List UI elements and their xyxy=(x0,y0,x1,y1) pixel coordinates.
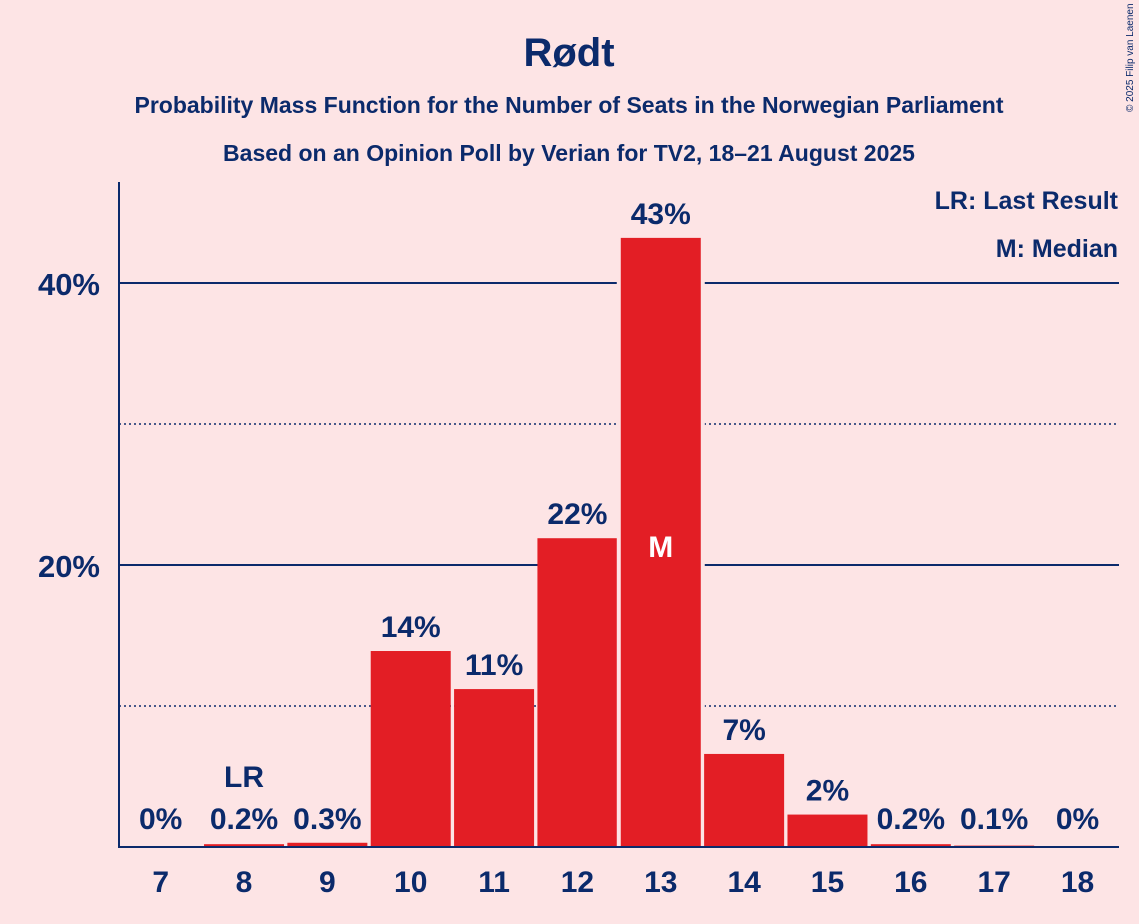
legend-median: M: Median xyxy=(996,235,1118,263)
data-label: 2% xyxy=(806,775,849,808)
x-tick-label: 10 xyxy=(394,866,427,899)
data-label: 0% xyxy=(139,803,182,836)
x-tick-label: 13 xyxy=(644,866,677,899)
last-result-marker: LR xyxy=(224,761,264,794)
x-tick-label: 8 xyxy=(236,866,253,899)
bar-15 xyxy=(787,814,868,847)
bar-9 xyxy=(287,842,368,847)
data-label: 7% xyxy=(722,714,765,747)
chart-subtitle: Probability Mass Function for the Number… xyxy=(134,92,1003,118)
x-tick-label: 17 xyxy=(977,866,1010,899)
bars xyxy=(204,233,1035,847)
y-tick-label: 40% xyxy=(38,267,100,302)
x-tick-label: 15 xyxy=(811,866,844,899)
data-label: 14% xyxy=(381,611,441,644)
x-tick-label: 9 xyxy=(319,866,336,899)
bar-14 xyxy=(704,753,785,847)
chart-title: Rødt xyxy=(523,31,614,75)
x-tick-label: 18 xyxy=(1061,866,1094,899)
x-axis-ticks: 7 8 9 10 11 12 13 14 15 16 17 18 xyxy=(152,866,1094,899)
copyright-notice: © 2025 Filip van Laenen xyxy=(1125,3,1136,112)
data-label: 0.2% xyxy=(877,803,945,836)
x-tick-label: 14 xyxy=(727,866,761,899)
x-tick-label: 12 xyxy=(561,866,594,899)
bar-16 xyxy=(870,844,951,847)
legend-last-result: LR: Last Result xyxy=(935,187,1119,215)
median-marker: M xyxy=(648,531,673,564)
data-label: 0.2% xyxy=(210,803,278,836)
y-tick-label: 20% xyxy=(38,549,100,584)
bar-10 xyxy=(370,651,451,847)
data-label: 43% xyxy=(631,198,691,231)
data-label: 0.3% xyxy=(293,803,361,836)
data-label: 0.1% xyxy=(960,803,1028,836)
x-tick-label: 7 xyxy=(152,866,169,899)
x-tick-label: 11 xyxy=(478,866,510,899)
chart-subtitle-source: Based on an Opinion Poll by Verian for T… xyxy=(223,140,915,166)
bar-13 xyxy=(620,237,701,847)
bar-8 xyxy=(204,844,285,847)
x-tick-label: 16 xyxy=(894,866,927,899)
bar-12 xyxy=(537,538,618,847)
data-labels: 0% 0.2% LR 0.3% 14% 11% 22% 43% M 7% 2% 0.2% 0.1% 0% xyxy=(139,198,1099,836)
data-label: 11% xyxy=(465,649,523,682)
y-axis-ticks: 20% 40% xyxy=(38,267,100,584)
bar-11 xyxy=(454,689,535,847)
data-label: 0% xyxy=(1056,803,1099,836)
data-label: 22% xyxy=(547,498,607,531)
